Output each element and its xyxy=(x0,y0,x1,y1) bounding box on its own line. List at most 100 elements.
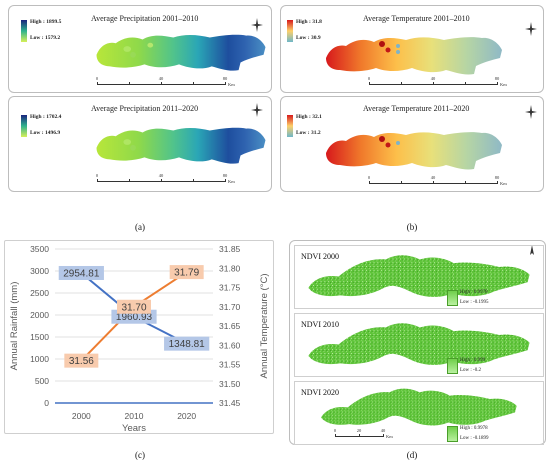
y-tick-label: 0 xyxy=(44,398,49,408)
scale-label-2: 40 xyxy=(380,428,386,433)
scale-unit: Km xyxy=(228,179,235,184)
legend-color-bar xyxy=(21,115,27,137)
panel-a-top: Average Precipitation 2001–2010 High : 1… xyxy=(8,5,272,93)
data-label: 31.70 xyxy=(121,302,146,313)
scale-label-1: 40 xyxy=(158,76,164,81)
legend-color-bar xyxy=(287,115,293,137)
scale-label-2: 80 xyxy=(222,173,228,178)
x-tick-label: 2020 xyxy=(177,411,196,421)
y2-axis-label: Annual Temperature (°C) xyxy=(259,273,270,378)
legend-low: Low : 30.9 xyxy=(296,35,321,41)
temperature-map xyxy=(291,123,537,173)
y2-tick-label: 31.50 xyxy=(219,379,241,389)
ndvi-map-2000: NDVI 2000 High : 0.9978 Low : -0.1995 xyxy=(294,245,544,309)
rainfall-temperature-chart: 0 500 1000 1500 2000 2500 3000 3500 31.45 31.50 31… xyxy=(9,244,270,434)
ndvi-title: NDVI 2000 xyxy=(301,252,339,261)
x-tick-label: 2010 xyxy=(125,411,144,421)
scale-unit: Km xyxy=(500,181,507,186)
data-label-box xyxy=(117,299,151,314)
scale-unit: Km xyxy=(500,82,507,87)
scale-label-2: 80 xyxy=(222,76,228,81)
legend-low: Low : -0.1995 xyxy=(460,300,489,305)
scale-label-1: 20 xyxy=(356,428,362,433)
y2-tick-label: 31.70 xyxy=(219,302,241,312)
y-tick-label: 2000 xyxy=(30,310,49,320)
panel-label-b: (b) xyxy=(406,222,418,232)
y-tick-label: 1500 xyxy=(30,332,49,342)
x-tick-label: 2000 xyxy=(72,411,91,421)
legend-high: High : 0.9978 xyxy=(460,426,488,431)
scale-label-0: 0 xyxy=(95,173,99,178)
y-tick-label: 3500 xyxy=(30,244,49,254)
legend-low: Low : 31.2 xyxy=(296,130,321,136)
legend-high: High : 0.999 xyxy=(460,358,486,363)
data-label: 31.79 xyxy=(174,268,199,279)
panel-a-bottom: Average Precipitation 2011–2020 High : 1… xyxy=(8,96,272,192)
y-tick-label: 2500 xyxy=(30,288,49,298)
legend-low: Low : -0.1899 xyxy=(460,436,489,441)
panel-label-d: (d) xyxy=(406,450,418,460)
north-arrow-icon xyxy=(251,18,263,32)
scale-unit: Km xyxy=(386,434,393,439)
panel-b-top: Average Temperature 2001–2010 High : 31.… xyxy=(280,5,544,93)
data-label-box xyxy=(169,265,204,280)
temperature-map xyxy=(291,28,537,78)
map-title: Average Precipitation 2001–2010 xyxy=(91,14,199,23)
ndvi-map-2010: NDVI 2010 High : 0.999 Low : -0.2 xyxy=(294,313,544,377)
ndvi-title: NDVI 2020 xyxy=(301,388,339,397)
scale-label-1: 40 xyxy=(430,175,436,180)
legend-high: High : 1899.5 xyxy=(30,19,62,25)
legend-low: Low : 1496.9 xyxy=(30,130,61,136)
map-title: Average Precipitation 2011–2020 xyxy=(91,104,199,113)
y-axis-label: Annual Rainfall (mm) xyxy=(9,282,20,371)
north-arrow-icon xyxy=(530,245,534,255)
scale-label-1: 40 xyxy=(430,76,436,81)
scale-label-0: 0 xyxy=(95,76,99,81)
north-arrow-icon xyxy=(251,103,263,117)
ndvi-map xyxy=(299,250,537,302)
data-label-box xyxy=(164,336,210,351)
legend-low: Low : 1579.2 xyxy=(30,35,61,41)
x-axis-label: Years xyxy=(122,423,146,433)
legend-low: Low : -0.2 xyxy=(460,368,481,373)
panel-b-bottom: Average Temperature 2011–2020 High : 32.… xyxy=(280,96,544,192)
legend-high: High : 31.8 xyxy=(296,19,322,25)
scale-label-0: 0 xyxy=(333,428,337,433)
y2-tick-label: 31.85 xyxy=(219,244,241,254)
y2-tick-label: 31.45 xyxy=(219,398,241,408)
ndvi-map xyxy=(299,384,537,430)
legend-color-bar xyxy=(287,20,293,42)
ndvi-legend-swatch xyxy=(447,426,458,442)
ndvi-map-2020: NDVI 2020 0 20 40 Km High : 0.9978 Low :… xyxy=(294,381,544,445)
y2-tick-label: 31.65 xyxy=(219,321,241,331)
panel-d-ndvi: NDVI 2000 High : 0.9978 Low : -0.1995 ND… xyxy=(289,240,546,445)
ndvi-legend-swatch xyxy=(447,358,458,374)
y-tick-label: 500 xyxy=(35,376,49,386)
y-tick-label: 3000 xyxy=(30,266,49,276)
panel-label-a: (a) xyxy=(135,222,145,232)
data-label: 31.56 xyxy=(69,356,94,367)
ndvi-title: NDVI 2010 xyxy=(301,320,339,329)
legend-high: High : 0.9978 xyxy=(460,290,488,295)
scale-label-0: 0 xyxy=(367,76,371,81)
y2-tick-label: 31.75 xyxy=(219,283,241,293)
scale-label-2: 80 xyxy=(494,76,500,81)
ndvi-legend-swatch xyxy=(447,290,458,306)
legend-high: High : 32.1 xyxy=(296,114,322,120)
panel-label-c: (c) xyxy=(135,450,145,460)
panel-c-chart: 0 500 1000 1500 2000 2500 3000 3500 31.45 31.50 31… xyxy=(4,240,274,434)
scale-label-2: 80 xyxy=(494,175,500,180)
scale-label-0: 0 xyxy=(367,175,371,180)
map-title: Average Temperature 2001–2010 xyxy=(363,14,470,23)
y2-tick-label: 31.60 xyxy=(219,340,241,350)
scale-unit: Km xyxy=(228,82,235,87)
north-arrow-icon xyxy=(525,105,537,119)
data-label: 1960.93 xyxy=(116,312,153,323)
y2-tick-label: 31.80 xyxy=(219,263,241,273)
y-tick-label: 1000 xyxy=(30,354,49,364)
data-label-box xyxy=(58,265,104,280)
data-label: 2954.81 xyxy=(63,268,100,279)
legend-high: High : 1702.4 xyxy=(30,114,62,120)
legend-color-bar xyxy=(21,20,27,42)
north-arrow-icon xyxy=(525,22,537,36)
